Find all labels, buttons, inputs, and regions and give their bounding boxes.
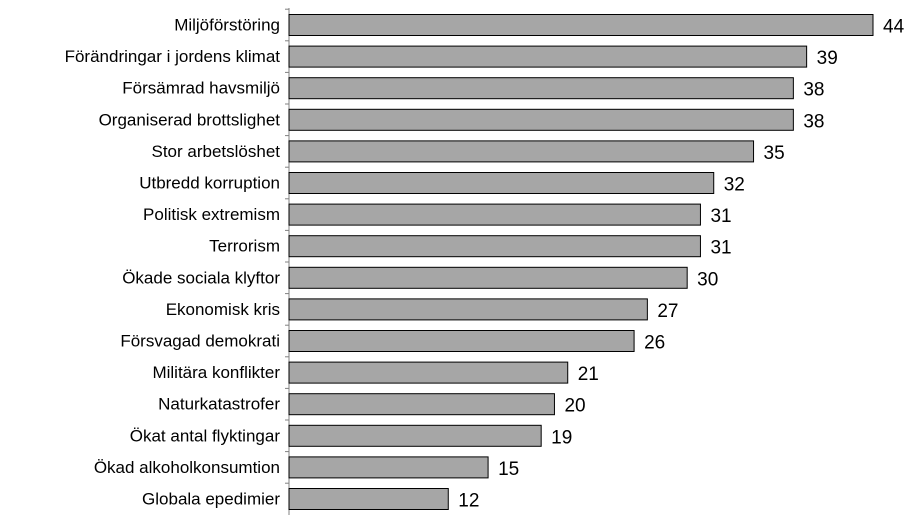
- category-label: Terrorism: [209, 237, 280, 256]
- bar: [288, 77, 794, 100]
- category-label: Försvagad demokrati: [120, 332, 280, 351]
- data-label: 31: [710, 238, 731, 259]
- category-label: Politisk extremism: [143, 205, 280, 224]
- bar: [288, 424, 542, 447]
- category-label: Ökat antal flyktingar: [130, 426, 281, 445]
- data-label: 12: [458, 491, 479, 512]
- data-label: 32: [724, 175, 745, 196]
- bar: [288, 203, 701, 226]
- data-label: 38: [803, 111, 824, 132]
- data-label: 19: [551, 427, 572, 448]
- data-label: 27: [657, 301, 678, 322]
- bar: [288, 361, 569, 384]
- bar: [288, 298, 648, 321]
- category-label: Ökad alkoholkonsumtion: [94, 458, 280, 477]
- bar: [288, 488, 449, 510]
- category-label: Naturkatastrofer: [158, 395, 280, 414]
- bar: [288, 456, 489, 479]
- category-label: Försämrad havsmiljö: [122, 79, 280, 98]
- bar: [288, 330, 635, 352]
- category-label: Militära konflikter: [152, 363, 280, 382]
- data-label: 31: [710, 206, 731, 227]
- category-label: Utbredd korruption: [139, 174, 280, 193]
- data-label: 39: [817, 48, 838, 69]
- bar: [288, 172, 715, 194]
- data-label: 35: [764, 143, 785, 164]
- data-label: 38: [803, 80, 824, 101]
- bar: [288, 45, 808, 68]
- data-label: 15: [498, 459, 519, 480]
- data-label: 21: [578, 364, 599, 385]
- bar: [288, 266, 688, 289]
- data-label: 30: [697, 269, 718, 290]
- data-label: 20: [564, 396, 585, 417]
- data-label: 26: [644, 333, 665, 354]
- category-label: Organiserad brottslighet: [99, 110, 281, 129]
- category-label: Ekonomisk kris: [166, 300, 280, 319]
- category-label: Ökade sociala klyftor: [122, 268, 280, 287]
- category-label: Miljöförstöring: [174, 16, 280, 35]
- data-label: 44: [883, 17, 905, 38]
- category-label: Globala epedimier: [142, 490, 280, 509]
- bar: [288, 14, 874, 36]
- bar: [288, 393, 555, 416]
- bar: [288, 235, 701, 258]
- category-label: Förändringar i jordens klimat: [65, 47, 281, 66]
- category-label: Stor arbetslöshet: [151, 142, 280, 161]
- bar: [288, 140, 755, 163]
- bar: [288, 108, 794, 131]
